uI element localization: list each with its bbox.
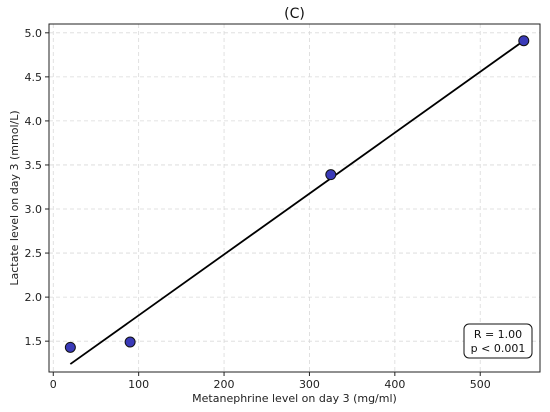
y-axis-ticks: 1.5 2.0 2.5 3.0 3.5 4.0 4.5 5.0 <box>25 27 49 348</box>
x-tick-label: 200 <box>214 378 235 391</box>
grid-lines <box>49 24 540 372</box>
x-tick-label: 100 <box>128 378 149 391</box>
y-tick-label: 5.0 <box>25 27 43 40</box>
y-tick-label: 2.5 <box>25 247 43 260</box>
annotation-r: R = 1.00 <box>474 328 522 341</box>
annotation-box <box>463 323 533 359</box>
data-point <box>64 341 76 353</box>
regression-line <box>69 40 525 365</box>
stats-annotation: R = 1.00 p < 0.001 <box>463 323 533 359</box>
y-tick-label: 3.0 <box>25 203 43 216</box>
x-tick-label: 500 <box>470 378 491 391</box>
data-point <box>325 169 337 181</box>
y-tick-label: 4.5 <box>25 71 43 84</box>
data-points <box>64 35 530 353</box>
y-tick-label: 2.0 <box>25 291 43 304</box>
data-point <box>518 35 530 47</box>
x-axis-ticks: 0 100 200 300 400 500 <box>50 372 491 391</box>
plot-frame <box>48 23 541 373</box>
x-tick-label: 300 <box>299 378 320 391</box>
chart-title: (C) <box>284 6 305 22</box>
y-tick-label: 1.5 <box>25 335 43 348</box>
y-tick-label: 3.5 <box>25 159 43 172</box>
data-point <box>124 336 136 348</box>
y-tick-label: 4.0 <box>25 115 43 128</box>
x-tick-label: 400 <box>384 378 405 391</box>
annotation-p: p < 0.001 <box>471 342 526 355</box>
y-axis-label: Lactate level on day 3 (mmol/L) <box>8 110 21 285</box>
x-tick-label: 0 <box>50 378 57 391</box>
x-axis-label: Metanephrine level on day 3 (mg/ml) <box>192 392 397 405</box>
